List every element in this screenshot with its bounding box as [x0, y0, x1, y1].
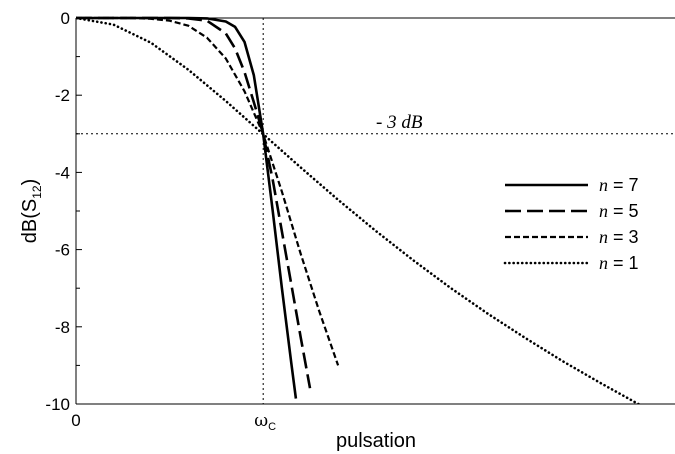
legend-label-n5: n = 5 [599, 201, 639, 221]
x-tick-labels: 0 ωC [71, 411, 276, 433]
series-line-n5 [76, 16, 312, 389]
y-ticks: 0 -2 -4 -6 -8 -10 [45, 9, 82, 414]
y-axis-title: dB(S12) [19, 179, 44, 244]
plot-area: 0-2-4-6-8-10 0 ωC - 3 dB n = 7n = 5n = 3n… [19, 9, 675, 452]
series-line-n3 [76, 16, 340, 366]
y-tick-label: -8 [55, 318, 70, 337]
reference-lines [76, 18, 675, 404]
y-axis-title-subscript: 12 [30, 185, 44, 199]
minus-3db-annotation: - 3 dB [376, 112, 423, 133]
legend-label-n3: n = 3 [599, 227, 639, 247]
y-axis-title-main: dB(S [19, 199, 41, 243]
x-axis-title: pulsation [336, 430, 416, 452]
x-tick-label: ωC [254, 411, 276, 433]
y-tick-label: -2 [55, 86, 70, 105]
y-tick-label: -6 [55, 241, 70, 260]
y-tick-label: 0 [61, 9, 70, 28]
y-axis-title-close: ) [19, 179, 41, 186]
legend-label-n1: n = 1 [599, 253, 639, 273]
y-tick-label: -4 [55, 163, 70, 182]
legend: n = 7 n = 5 n = 3 n = 1 [503, 175, 639, 273]
y-tick-label: -10 [45, 395, 70, 414]
series-lines [76, 16, 642, 404]
legend-label-n7: n = 7 [599, 175, 639, 195]
series-line-n1 [76, 16, 642, 404]
x-tick-label: 0 [71, 411, 80, 430]
